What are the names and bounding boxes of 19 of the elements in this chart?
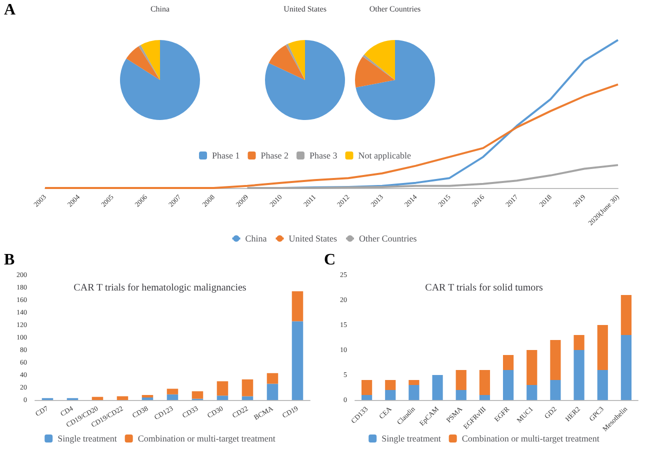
chart-title: China	[150, 4, 170, 14]
legend-label: Single treatment	[58, 434, 118, 444]
legend-label: Other Countries	[359, 234, 418, 244]
legend-label: Combination or multi-target treatment	[138, 434, 276, 444]
text: A	[4, 2, 16, 18]
legend-label: Not applicable	[358, 150, 411, 160]
text: CAR T trials for solid tumors	[425, 282, 543, 294]
legend-label: Combination or multi-target treatment	[462, 434, 600, 444]
text: B	[4, 252, 15, 268]
legend-label: Phase 1	[212, 150, 240, 160]
text: C	[324, 252, 336, 268]
text: CAR T trials for hematologic malignancies	[74, 282, 246, 294]
legend-label: Phase 2	[260, 150, 289, 160]
legend-label: United States	[288, 234, 338, 244]
legend-label: Phase 3	[310, 150, 338, 160]
legend-label: Single treatment	[382, 434, 442, 444]
legend-label: China	[245, 234, 267, 244]
chart-title: United States	[284, 4, 326, 14]
chart-title: Other Countries	[369, 4, 421, 14]
